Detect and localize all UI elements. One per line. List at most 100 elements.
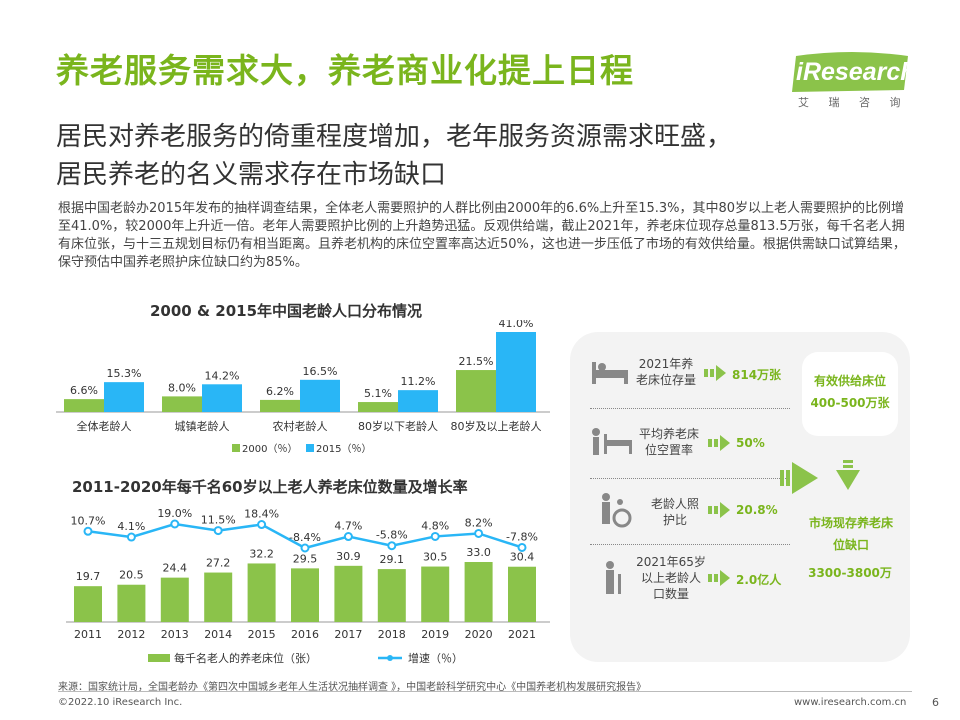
chart2-category-label: 2015 xyxy=(248,628,276,641)
chart1-data-label: 6.6% xyxy=(70,384,98,397)
panel-item-1-label: 2021年养老床位存量 xyxy=(635,357,696,387)
gap-value: 3300-3800万 xyxy=(808,566,892,580)
chart2-bar xyxy=(508,566,536,622)
chart2-bar xyxy=(74,586,102,622)
chart2-growth-label: 11.5% xyxy=(201,514,236,527)
chart1-data-label: 6.2% xyxy=(266,385,294,398)
panel-item-4-label: 2021年65岁以上老龄人口数量 xyxy=(636,555,706,601)
arrow-down-icon xyxy=(836,460,860,490)
chart1-data-label: 16.5% xyxy=(303,365,338,378)
chart1-data-label: 14.2% xyxy=(205,369,240,382)
elderly-icon xyxy=(606,561,621,594)
chart1-data-label: 21.5% xyxy=(459,355,494,368)
chart2-title: 2011-2020年每千名60岁以上老人养老床位数量及增长率 xyxy=(72,478,468,496)
subtitle-line-2: 居民养老的名义需求存在市场缺口 xyxy=(56,160,447,190)
chart1-bar xyxy=(358,402,398,412)
chart2-bar-label: 19.7 xyxy=(76,570,101,583)
chart2-bar-label: 20.5 xyxy=(119,569,143,582)
chart2-bar xyxy=(377,569,406,622)
caregiver-icon xyxy=(602,493,632,528)
chart2-growth-point xyxy=(343,532,353,542)
chart2-growth-label: -7.8% xyxy=(506,530,538,543)
chart2-growth-point xyxy=(257,520,267,530)
chart2-bar-label: 33.0 xyxy=(466,546,491,559)
chart2-bar xyxy=(334,565,363,622)
panel-item-2-label: 平均养老床位空置率 xyxy=(638,427,699,457)
supply-box: 有效供给床位 400-500万张 xyxy=(802,352,898,436)
chart2-category-label: 2019 xyxy=(421,628,449,641)
chart1-legend-label: 2000（％） xyxy=(242,443,297,455)
chart1-bar xyxy=(456,370,496,412)
chart2-growth-point xyxy=(387,541,397,551)
logo-badge xyxy=(792,52,908,92)
chart2-growth-label: 10.7% xyxy=(71,514,106,527)
chart1-bar xyxy=(64,399,104,412)
chart2-growth-label: -5.8% xyxy=(376,529,408,542)
chart1-bar xyxy=(104,382,144,412)
chart2-category-label: 2012 xyxy=(117,628,145,641)
chart2-growth-label: 8.2% xyxy=(465,516,493,529)
chart2-growth-point xyxy=(83,526,93,536)
page-number: 6 xyxy=(932,696,939,709)
chart2-bar-label: 30.9 xyxy=(336,550,361,563)
chart2-growth-point xyxy=(474,528,484,538)
chart2-bar-label: 29.1 xyxy=(380,553,405,566)
chart1-bar xyxy=(162,396,202,412)
chart1-data-label: 11.2% xyxy=(401,375,436,388)
chart1-data-label: 15.3% xyxy=(107,367,142,380)
arrow-right-icon xyxy=(708,435,730,451)
chart2-category-label: 2017 xyxy=(334,628,362,641)
chart1-legend-swatch xyxy=(232,444,240,452)
chart2-growth-label: 4.7% xyxy=(334,520,362,533)
chart2-growth-point xyxy=(170,519,180,529)
chart2-svg: 19.7 2011 20.5 2012 24.4 2013 27.2 2014 32.2 2015… xyxy=(66,507,550,665)
logo-subtitle: 艾 瑞 咨 询 xyxy=(798,96,909,109)
page-title: 养老服务需求大，养老商业化提上日程 xyxy=(56,51,634,90)
supply-label: 有效供给床位 xyxy=(813,374,886,388)
chart2-category-label: 2011 xyxy=(74,628,102,641)
chart1-bar xyxy=(300,379,340,412)
chart2-category-label: 2016 xyxy=(291,628,319,641)
supply-demand-panel: 2021年养老床位存量 814万张 平均养老床位空置率 50% 老龄人照护比 2… xyxy=(570,332,910,662)
empty-bed-icon xyxy=(592,428,632,455)
chart2-growth-label: 18.4% xyxy=(244,508,279,521)
chart1-category-label: 城镇老龄人 xyxy=(175,419,230,433)
chart2-bar-label: 30.5 xyxy=(423,551,448,564)
chart1-title: 2000 & 2015年中国老龄人口分布情况 xyxy=(150,302,423,320)
chart1-bar xyxy=(496,332,536,412)
chart2-growth-label: -8.4% xyxy=(289,531,321,544)
chart2-bar-label: 24.4 xyxy=(163,562,188,575)
chart2-growth-point xyxy=(126,532,136,542)
chart2-bar xyxy=(247,563,276,622)
chart2-growth-point xyxy=(213,526,223,536)
chart1-bar xyxy=(202,384,242,412)
panel-item-1-value: 814万张 xyxy=(732,368,782,382)
chart2-legend-label: 增速（％） xyxy=(408,651,463,665)
chart2-bar xyxy=(204,572,233,622)
chart1-category-label: 80岁以下老龄人 xyxy=(358,419,438,433)
chart1-legend-label: 2015（％） xyxy=(316,443,371,455)
chart1-data-label: 8.0% xyxy=(168,381,196,394)
website-link[interactable]: www.iresearch.com.cn xyxy=(794,697,907,708)
footer-divider xyxy=(58,691,912,692)
chart2-growth-point xyxy=(300,543,310,553)
source-note: 来源：国家统计局，全国老龄办《第四次中国城乡老年人生活状况抽样调查 》，中国老龄… xyxy=(58,682,647,693)
chart2-category-label: 2020 xyxy=(465,628,493,641)
chart1-bar xyxy=(260,399,300,412)
chart2-growth-label: 4.1% xyxy=(117,520,145,533)
chart1-data-label: 41.0% xyxy=(499,320,534,330)
arrow-right-icon xyxy=(708,502,730,518)
arrow-right-icon xyxy=(708,570,730,586)
logo-text: iResearch xyxy=(796,58,916,86)
big-arrow-right-icon xyxy=(780,462,818,494)
chart1-category-label: 全体老龄人 xyxy=(77,419,132,433)
chart2-bar xyxy=(464,562,493,622)
chart2-category-label: 2021 xyxy=(508,628,536,641)
chart2-bar xyxy=(291,568,319,622)
chart2-category-label: 2018 xyxy=(378,628,406,641)
chart1-svg: 6.6% 15.3% 全体老龄人 8.0% 14.2% 城镇老龄人 6.2% 16.5% 农村老… xyxy=(56,320,550,455)
panel-item-3-label: 老龄人照护比 xyxy=(650,497,699,527)
chart2-bar xyxy=(421,566,450,622)
chart2-growth-point xyxy=(517,542,527,552)
body-paragraph: 根据中国老龄办2015年发布的抽样调查结果，全体老人需要照护的人群比例由2000… xyxy=(58,201,906,270)
